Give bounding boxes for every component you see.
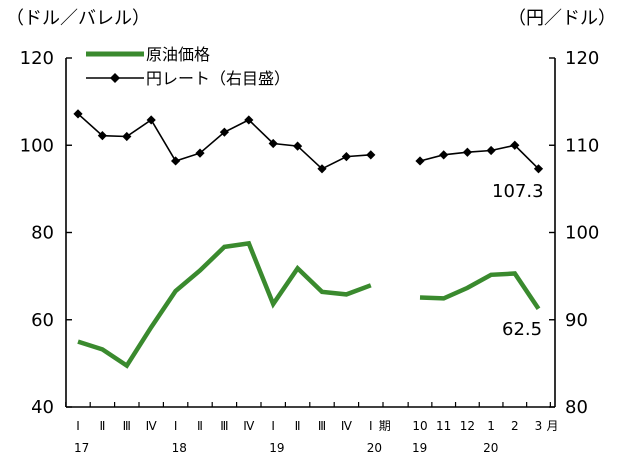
series-line-yen-rate-monthly [420, 145, 539, 169]
left-tick-label: 120 [20, 48, 54, 69]
legend-label-yen-rate: 円レート（右目盛） [146, 69, 290, 88]
data-point-yen-rate [415, 156, 424, 165]
data-point-yen-rate [439, 150, 448, 159]
x-tick-label-quarter: Ⅳ [146, 419, 157, 433]
data-point-yen-rate [147, 115, 156, 124]
axes [66, 58, 555, 407]
x-year-label: 17 [74, 441, 89, 455]
x-tick-label-quarter: Ⅲ [220, 419, 228, 433]
left-tick-label: 60 [31, 310, 54, 331]
x-tick-label-month: 11 [436, 419, 451, 433]
x-tick-label-quarter: Ⅳ [243, 419, 254, 433]
x-tick-label-month: 12 [460, 419, 475, 433]
x-year-label: 19 [269, 441, 284, 455]
x-tick-label-quarter: Ⅳ [341, 419, 352, 433]
x-tick-label-quarter: Ⅱ [197, 419, 203, 433]
left-tick-label: 80 [31, 223, 54, 244]
x-tick-label-quarter: Ⅰ [76, 419, 80, 433]
right-axis-unit: （円／ドル） [508, 8, 616, 29]
x-tick-label-quarter: Ⅲ [318, 419, 326, 433]
left-tick-label: 40 [31, 397, 54, 418]
x-tick-label-quarter: Ⅱ [99, 419, 105, 433]
data-point-yen-rate [342, 152, 351, 161]
series-line-crude-oil-monthly [420, 274, 539, 309]
x-tick-label-quarter: Ⅰ [271, 419, 275, 433]
x-tick-label-month: 3 [535, 419, 543, 433]
x-tick-label-quarter: Ⅰ [174, 419, 178, 433]
x-period-label-quarterly: 期 [379, 419, 391, 433]
right-tick-label: 80 [565, 397, 588, 418]
x-year-label: 19 [412, 441, 427, 455]
series-layer [73, 109, 543, 365]
left-tick-label: 100 [20, 135, 54, 156]
data-point-yen-rate [487, 146, 496, 155]
data-point-yen-rate [122, 132, 131, 141]
data-point-yen-rate [463, 148, 472, 157]
x-tick-label-month: 2 [511, 419, 519, 433]
series-line-yen-rate-quarterly [78, 114, 371, 169]
annotation-yen-last: 107.3 [492, 181, 544, 202]
right-tick-label: 90 [565, 310, 588, 331]
x-tick-label-quarter: Ⅲ [123, 419, 131, 433]
x-tick-label-quarter: Ⅰ [369, 419, 373, 433]
right-tick-label: 110 [565, 135, 599, 156]
right-tick-label: 120 [565, 48, 599, 69]
legend-marker-yen-rate [110, 73, 120, 83]
x-tick-label-month: 1 [487, 419, 495, 433]
x-year-label: 20 [483, 441, 498, 455]
x-period-label-monthly: 月 [547, 419, 559, 433]
left-axis-unit: （ドル／バレル） [6, 8, 150, 29]
legend-label-crude-oil: 原油価格 [146, 45, 210, 64]
legend: 原油価格 円レート（右目盛） [86, 45, 290, 88]
right-tick-label: 100 [565, 223, 599, 244]
x-year-label: 18 [172, 441, 187, 455]
annotation-oil-last: 62.5 [502, 319, 542, 340]
x-tick-label-quarter: Ⅱ [295, 419, 301, 433]
x-year-label: 20 [367, 441, 382, 455]
data-point-yen-rate [366, 150, 375, 159]
x-tick-label-month: 10 [412, 419, 427, 433]
data-point-yen-rate [171, 156, 180, 165]
series-line-crude-oil-quarterly [78, 243, 371, 365]
